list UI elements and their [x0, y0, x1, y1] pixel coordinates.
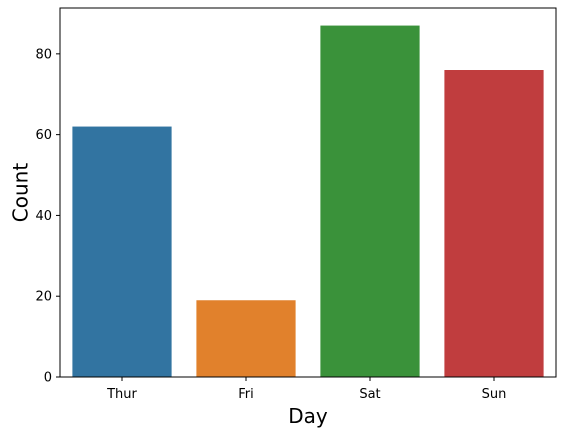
x-tick-label: Sun: [482, 387, 507, 402]
bars-group: [72, 25, 544, 378]
x-axis-ticks: Thur Fri Sat Sun: [106, 377, 506, 402]
y-axis-label: Count: [9, 163, 33, 223]
y-tick-label: 60: [35, 128, 52, 143]
plot-frame: [59, 7, 557, 378]
bar-fri: [196, 300, 296, 377]
y-tick-label: 80: [35, 47, 52, 62]
y-tick-label: 40: [35, 209, 52, 224]
x-axis-label: Day: [288, 404, 328, 428]
bar-sun: [444, 70, 544, 377]
y-axis-ticks: 0 20 40 60 80: [35, 47, 60, 386]
y-tick-label: 20: [35, 290, 52, 305]
bar-thur: [72, 126, 172, 378]
x-tick-label: Fri: [238, 387, 254, 402]
x-tick-label: Thur: [106, 387, 137, 402]
x-tick-label: Sat: [359, 387, 380, 402]
bar-sat: [320, 25, 420, 377]
y-tick-label: 0: [44, 371, 52, 386]
